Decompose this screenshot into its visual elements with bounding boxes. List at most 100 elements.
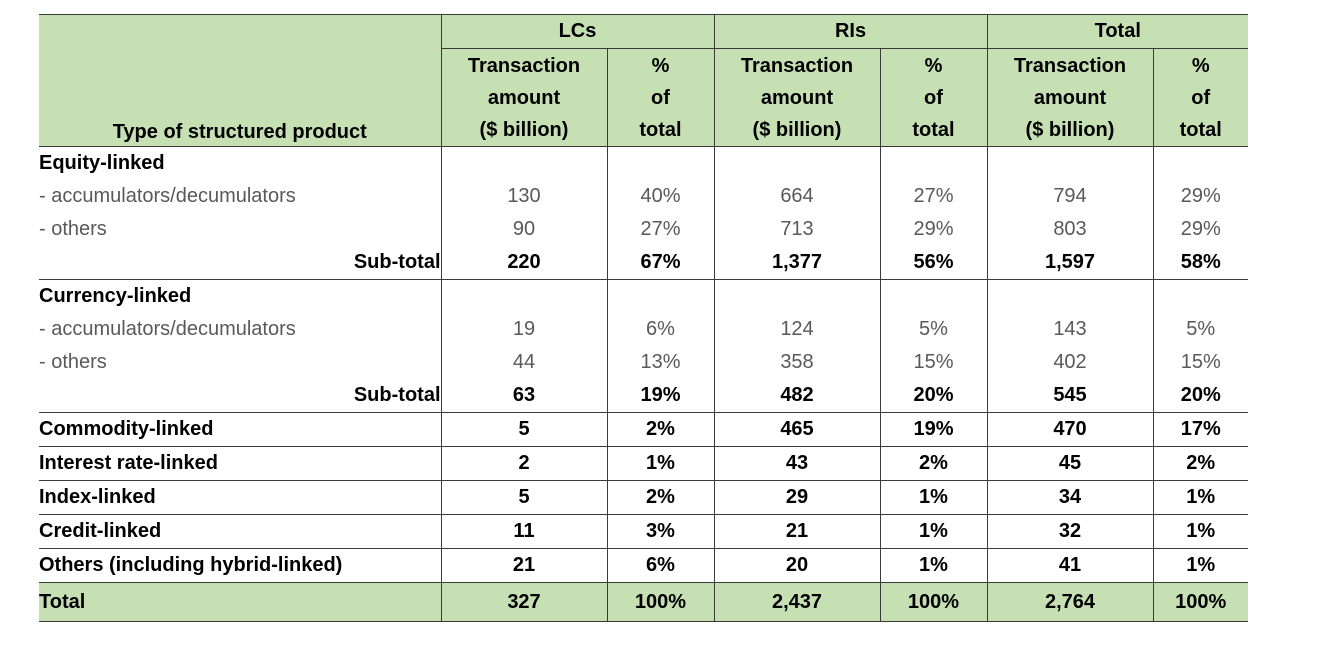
cell-total-amount: 2,764	[986, 582, 1153, 622]
header-lcs-pct: % of total	[606, 48, 714, 147]
cell-ri-pct: 56%	[879, 246, 987, 280]
cell-lc-pct: 13%	[606, 346, 714, 379]
row-label: - others	[39, 218, 107, 240]
cell-total-pct: 17%	[1152, 412, 1248, 447]
header-ris-amount: Transaction amount ($ billion)	[713, 48, 880, 147]
cell-lc-amount: 11	[440, 514, 607, 549]
cell-ri-pct: 2%	[879, 446, 987, 481]
row-label: Interest rate-linked	[39, 446, 441, 481]
cell-total-pct: 100%	[1152, 582, 1248, 622]
cell-lc-pct: 2%	[606, 480, 714, 515]
cell-ri-pct: 29%	[879, 213, 987, 246]
subtotal-label: Sub-total	[353, 384, 441, 406]
cell-ri-pct: 15%	[879, 346, 987, 379]
cell-lc-amount: 44	[440, 346, 607, 379]
cell-lc-amount: 63	[440, 379, 607, 413]
cell-ri-amount: 29	[713, 480, 880, 515]
cell-total-amount: 545	[986, 379, 1153, 413]
row-label: Commodity-linked	[39, 412, 441, 447]
cell-lc-amount: 19	[440, 313, 607, 346]
cell-ri-amount: 465	[713, 412, 880, 447]
cell-total-pct: 1%	[1152, 480, 1248, 515]
cell-lc-amount: 5	[440, 412, 607, 447]
structured-products-table: LCs RIs Total Type of structured product…	[39, 14, 1248, 622]
cell-lc-pct: 19%	[606, 379, 714, 413]
total-label: Total	[39, 582, 441, 622]
cell-total-pct: 1%	[1152, 548, 1248, 583]
table-row: - others 90 27% 713 29% 803 29%	[39, 213, 1248, 246]
section-title-currency: Currency-linked	[39, 279, 441, 313]
cell-ri-amount: 2,437	[713, 582, 880, 622]
subtotal-row-currency: Sub-total 63 19% 482 20% 545 20%	[39, 379, 1248, 413]
cell-lc-pct: 6%	[606, 548, 714, 583]
cell-ri-pct: 27%	[879, 180, 987, 213]
header-column-row: Type of structured product Transaction am…	[39, 48, 1248, 147]
row-label: Others (including hybrid-linked)	[39, 548, 441, 583]
subtotal-row-equity: Sub-total 220 67% 1,377 56% 1,597 58%	[39, 246, 1248, 280]
cell-ri-pct: 1%	[879, 548, 987, 583]
cell-ri-pct: 19%	[879, 412, 987, 447]
table-row: Interest rate-linked 2 1% 43 2% 45 2%	[39, 446, 1248, 481]
cell-total-amount: 803	[986, 213, 1153, 246]
cell-lc-pct: 6%	[606, 313, 714, 346]
header-group-total: Total	[986, 14, 1248, 49]
cell-total-amount: 794	[986, 180, 1153, 213]
cell-ri-amount: 713	[713, 213, 880, 246]
cell-ri-pct: 5%	[879, 313, 987, 346]
table-row: - accumulators/decumulators 130 40% 664 …	[39, 180, 1248, 213]
cell-total-amount: 41	[986, 548, 1153, 583]
cell-lc-pct: 100%	[606, 582, 714, 622]
cell-lc-pct: 3%	[606, 514, 714, 549]
table-row: - accumulators/decumulators 19 6% 124 5%…	[39, 313, 1248, 346]
cell-ri-pct: 1%	[879, 480, 987, 515]
table-row: - others 44 13% 358 15% 402 15%	[39, 346, 1248, 379]
table-row: Index-linked 5 2% 29 1% 34 1%	[39, 480, 1248, 515]
cell-lc-pct: 40%	[606, 180, 714, 213]
cell-lc-amount: 327	[440, 582, 607, 622]
table-row: Credit-linked 11 3% 21 1% 32 1%	[39, 514, 1248, 549]
header-total-amount: Transaction amount ($ billion)	[986, 48, 1153, 147]
table-row: Commodity-linked 5 2% 465 19% 470 17%	[39, 412, 1248, 447]
cell-lc-amount: 130	[440, 180, 607, 213]
cell-lc-amount: 90	[440, 213, 607, 246]
cell-ri-pct: 20%	[879, 379, 987, 413]
header-group-lcs: LCs	[440, 14, 714, 49]
cell-total-amount: 470	[986, 412, 1153, 447]
section-row-equity: Equity-linked	[39, 146, 1248, 180]
cell-total-pct: 1%	[1152, 514, 1248, 549]
cell-ri-amount: 124	[713, 313, 880, 346]
header-ris-pct: % of total	[879, 48, 987, 147]
row-label: - accumulators/decumulators	[39, 318, 296, 340]
row-label: - accumulators/decumulators	[39, 185, 296, 207]
cell-total-pct: 5%	[1152, 313, 1248, 346]
header-total-pct: % of total	[1152, 48, 1248, 147]
row-label: - others	[39, 351, 107, 373]
cell-lc-pct: 67%	[606, 246, 714, 280]
cell-lc-amount: 220	[440, 246, 607, 280]
cell-total-amount: 34	[986, 480, 1153, 515]
cell-ri-amount: 482	[713, 379, 880, 413]
cell-lc-amount: 21	[440, 548, 607, 583]
section-title-equity: Equity-linked	[39, 146, 441, 180]
cell-total-pct: 29%	[1152, 213, 1248, 246]
header-blank	[39, 14, 441, 49]
total-row: Total 327 100% 2,437 100% 2,764 100%	[39, 582, 1248, 622]
cell-ri-amount: 43	[713, 446, 880, 481]
cell-lc-amount: 5	[440, 480, 607, 515]
subtotal-label: Sub-total	[353, 251, 441, 273]
section-row-currency: Currency-linked	[39, 279, 1248, 313]
cell-total-amount: 1,597	[986, 246, 1153, 280]
cell-total-pct: 58%	[1152, 246, 1248, 280]
cell-ri-amount: 358	[713, 346, 880, 379]
cell-total-amount: 32	[986, 514, 1153, 549]
cell-total-pct: 29%	[1152, 180, 1248, 213]
cell-lc-pct: 27%	[606, 213, 714, 246]
table-row: Others (including hybrid-linked) 21 6% 2…	[39, 548, 1248, 583]
cell-ri-amount: 20	[713, 548, 880, 583]
cell-total-amount: 402	[986, 346, 1153, 379]
cell-total-pct: 2%	[1152, 446, 1248, 481]
cell-lc-pct: 2%	[606, 412, 714, 447]
header-product-type: Type of structured product	[112, 121, 367, 143]
cell-ri-pct: 1%	[879, 514, 987, 549]
cell-ri-amount: 1,377	[713, 246, 880, 280]
